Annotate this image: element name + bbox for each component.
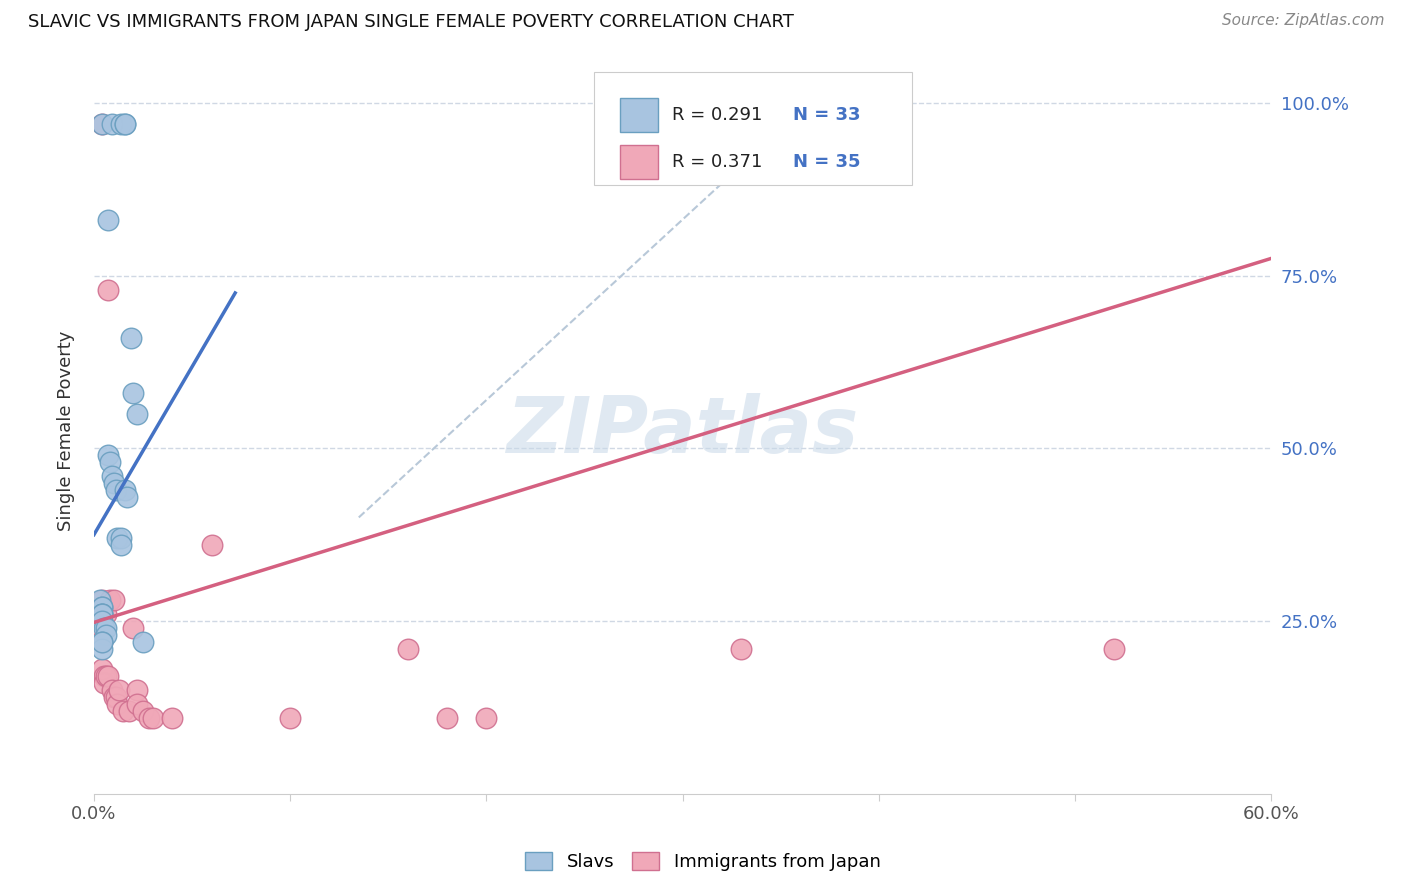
Point	[436, 711, 458, 725]
Point	[117, 490, 139, 504]
Point	[104, 690, 127, 704]
Point	[132, 704, 155, 718]
FancyBboxPatch shape	[620, 97, 658, 132]
FancyBboxPatch shape	[595, 72, 912, 185]
Point	[107, 697, 129, 711]
Point	[103, 593, 125, 607]
Point	[90, 614, 112, 628]
Point	[90, 641, 112, 656]
Point	[142, 711, 165, 725]
Text: R = 0.291: R = 0.291	[672, 106, 762, 124]
Point	[93, 621, 115, 635]
Point	[90, 607, 112, 621]
Point	[94, 669, 117, 683]
Point	[90, 607, 112, 621]
Point	[98, 455, 121, 469]
Point	[98, 593, 121, 607]
Point	[90, 600, 112, 615]
Point	[94, 621, 117, 635]
Point	[90, 117, 112, 131]
Point	[1102, 641, 1125, 656]
Point	[120, 331, 142, 345]
Text: R = 0.371: R = 0.371	[672, 153, 762, 171]
Point	[730, 641, 752, 656]
Point	[112, 704, 135, 718]
Point	[97, 669, 120, 683]
Point	[93, 676, 115, 690]
Point	[100, 683, 122, 698]
Text: ZIPatlas: ZIPatlas	[506, 393, 859, 469]
Point	[97, 213, 120, 227]
Point	[122, 621, 145, 635]
Point	[114, 117, 136, 131]
Point	[90, 634, 112, 648]
Point	[110, 117, 132, 131]
Point	[396, 641, 419, 656]
Point	[103, 475, 125, 490]
Point	[94, 628, 117, 642]
Point	[104, 483, 127, 497]
Point	[97, 283, 120, 297]
Point	[475, 711, 498, 725]
FancyBboxPatch shape	[620, 145, 658, 179]
Point	[107, 531, 129, 545]
Text: N = 35: N = 35	[793, 153, 860, 171]
Point	[110, 531, 132, 545]
Point	[118, 704, 141, 718]
Point	[93, 669, 115, 683]
Point	[132, 634, 155, 648]
Point	[90, 607, 112, 621]
Point	[100, 469, 122, 483]
Point	[97, 448, 120, 462]
Point	[127, 697, 149, 711]
Point	[90, 117, 112, 131]
Text: N = 33: N = 33	[793, 106, 860, 124]
Point	[94, 607, 117, 621]
Point	[100, 117, 122, 131]
Point	[201, 538, 224, 552]
Point	[127, 407, 149, 421]
Y-axis label: Single Female Poverty: Single Female Poverty	[58, 331, 75, 532]
Point	[103, 690, 125, 704]
Point	[114, 483, 136, 497]
Point	[90, 634, 112, 648]
Point	[90, 621, 112, 635]
Point	[89, 593, 111, 607]
Point	[114, 117, 136, 131]
Point	[90, 662, 112, 676]
Point	[278, 711, 301, 725]
Legend: Slavs, Immigrants from Japan: Slavs, Immigrants from Japan	[517, 845, 889, 879]
Point	[90, 634, 112, 648]
Point	[162, 711, 184, 725]
Text: Source: ZipAtlas.com: Source: ZipAtlas.com	[1222, 13, 1385, 29]
Point	[90, 593, 112, 607]
Point	[122, 386, 145, 401]
Point	[127, 683, 149, 698]
Text: SLAVIC VS IMMIGRANTS FROM JAPAN SINGLE FEMALE POVERTY CORRELATION CHART: SLAVIC VS IMMIGRANTS FROM JAPAN SINGLE F…	[28, 13, 794, 31]
Point	[90, 607, 112, 621]
Point	[90, 600, 112, 615]
Point	[110, 538, 132, 552]
Point	[108, 683, 131, 698]
Point	[138, 711, 160, 725]
